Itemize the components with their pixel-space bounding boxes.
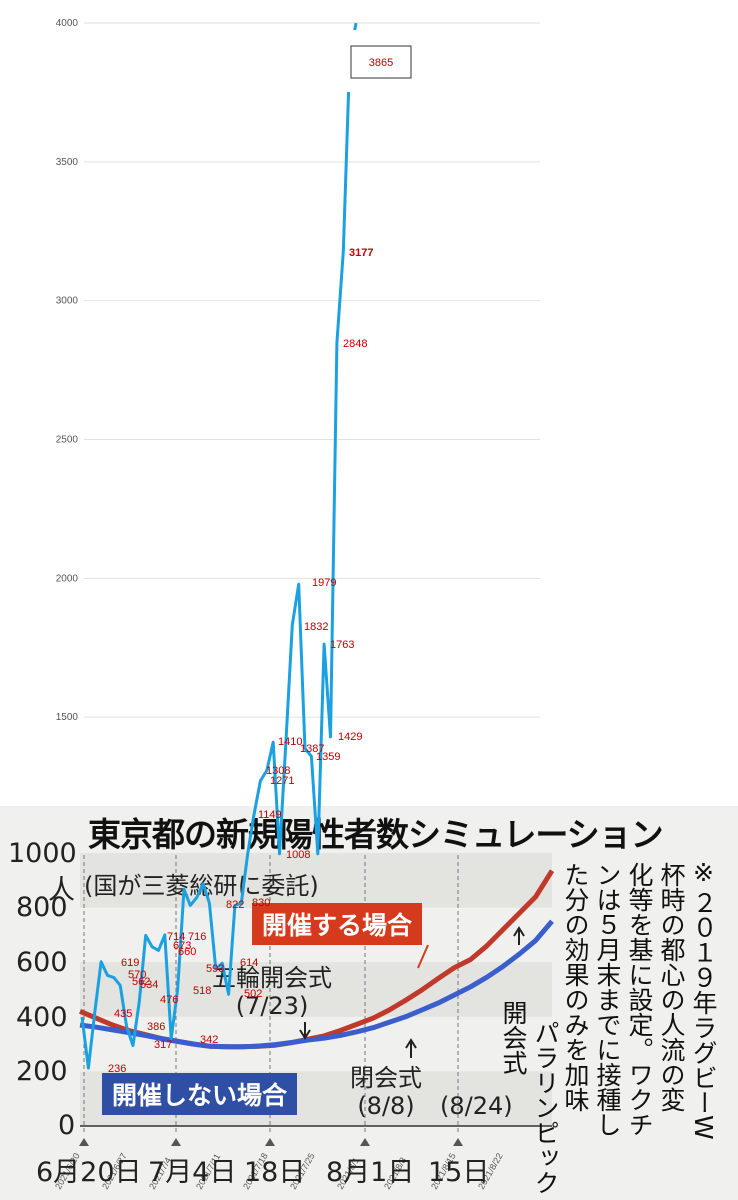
overlay-data-label: 830 <box>252 897 270 909</box>
simulation-title: 東京都の新規陽性者数シミュレーション <box>88 815 664 854</box>
sim-y-unit: 人 <box>48 875 75 906</box>
note-mark: ※ <box>689 858 718 887</box>
series-not-hold-line <box>79 919 554 1050</box>
closing-ceremony-date: (8/8) <box>357 1092 415 1120</box>
opening-arrow <box>299 1022 311 1040</box>
overlay-data-label: 386 <box>147 1021 165 1033</box>
sim-week-marker <box>265 1138 275 1146</box>
overlay-data-label: 714 <box>167 931 185 943</box>
overlay-ytick: 3000 <box>56 296 79 307</box>
overlay-ytick: 2000 <box>56 573 79 584</box>
overlay-data-label: 3177 <box>349 247 373 259</box>
overlay-data-label: 342 <box>200 1034 218 1046</box>
sim-ytick-1000: 1000 <box>8 838 77 869</box>
paralympic-date: (8/24) <box>440 1092 513 1120</box>
overlay-data-label: 822 <box>226 899 244 911</box>
sim-xlabel-jun20: 6月20日 <box>36 1157 142 1188</box>
hold-pointer <box>417 944 429 969</box>
sim-xlabel-aug1: 8月1日 <box>326 1157 415 1188</box>
overlay-data-label: 1429 <box>338 731 362 743</box>
badge-not-hold: 開催しない場合 <box>102 1073 298 1115</box>
sim-xlabel-15: 15日 <box>428 1157 490 1188</box>
sim-band <box>80 962 552 1017</box>
sim-week-marker <box>453 1138 463 1146</box>
overlay-data-label: 1271 <box>270 775 294 787</box>
overlay-data-label: 476 <box>160 994 178 1006</box>
sim-week-marker <box>360 1138 370 1146</box>
overlay-data-label: 570 <box>128 969 146 981</box>
closing-ceremony-text: 閉会式 <box>350 1064 422 1092</box>
overlay-ytick: 3500 <box>56 157 79 168</box>
overlay-data-label: 1387 <box>300 743 324 755</box>
sim-xlabel-jul4: 7月4日 <box>148 1157 237 1188</box>
overlay-ytick: 4000 <box>56 18 79 29</box>
overlay-data-label: 1410 <box>278 736 302 748</box>
overlay-data-label: 619 <box>121 957 139 969</box>
overlay-data-label: 502 <box>244 988 262 1000</box>
sim-ytick-200: 200 <box>16 1056 68 1087</box>
callout-value: 3865 <box>369 57 393 69</box>
opening-ceremony-date: (7/23) <box>235 992 309 1020</box>
sim-ytick-600: 600 <box>16 947 68 978</box>
overlay-data-label: 593 <box>206 963 224 975</box>
sim-band <box>80 853 552 908</box>
note-col-4: ンは５月末までに接種し <box>593 862 622 1137</box>
sim-ytick-400: 400 <box>16 1002 68 1033</box>
overlay-series-line <box>80 22 358 1070</box>
overlay-data-label: 1359 <box>316 751 340 763</box>
paralympic-sub: 開会式 <box>499 1000 528 1075</box>
opening-ceremony-text: 五輪開会式 <box>212 964 332 992</box>
note-col-1: ２０１９年ラグビーW <box>689 890 718 1140</box>
paralympic-arrow <box>513 926 525 945</box>
paralympic-label: パラリンピック <box>531 1020 560 1195</box>
overlay-data-label: 435 <box>114 1008 132 1020</box>
overlay-data-label: 673 <box>173 940 191 952</box>
sim-week-marker <box>171 1138 181 1146</box>
overlay-data-label: 614 <box>240 957 258 969</box>
closing-arrow <box>405 1038 417 1058</box>
sim-xlabel-18: 18日 <box>244 1157 306 1188</box>
note-col-2: 杯時の都心の人流の変 <box>657 862 686 1112</box>
sim-ytick-800: 800 <box>16 892 68 923</box>
overlay-data-label: 562 <box>132 976 150 988</box>
overlay-ytick: 1500 <box>56 712 79 723</box>
overlay-grid <box>84 22 540 718</box>
overlay-data-label: 236 <box>108 1063 126 1075</box>
overlay-data-label: 534 <box>140 979 158 991</box>
overlay-ytick: 2500 <box>56 435 79 446</box>
overlay-data-label: 1763 <box>330 639 354 651</box>
opening-ceremony-label: 五輪開会式 (7/23) <box>212 964 332 1020</box>
overlay-data-label: 518 <box>193 985 211 997</box>
overlay-data-label: 1149 <box>258 809 282 821</box>
overlay-data-label: 317 <box>154 1039 172 1051</box>
sim-ytick-0: 0 <box>58 1110 76 1141</box>
badge-hold: 開催する場合 <box>252 903 423 945</box>
note-col-5: た分の効果のみを加味 <box>561 862 590 1112</box>
overlay-data-label: 1308 <box>266 765 290 777</box>
overlay-data-label: 1008 <box>286 849 310 861</box>
sim-week-marker <box>79 1138 89 1146</box>
overlay-data-label: 716 <box>188 931 206 943</box>
closing-ceremony-label: 閉会式 (8/8) <box>350 1064 422 1120</box>
note-col-3: 化等を基に設定。ワクチ <box>625 862 654 1137</box>
callout-frame <box>350 45 412 79</box>
overlay-data-label: 1832 <box>304 621 328 633</box>
overlay-data-label: 1979 <box>312 577 336 589</box>
overlay-data-label: 2848 <box>343 338 367 350</box>
overlay-data-label: 660 <box>178 946 196 958</box>
